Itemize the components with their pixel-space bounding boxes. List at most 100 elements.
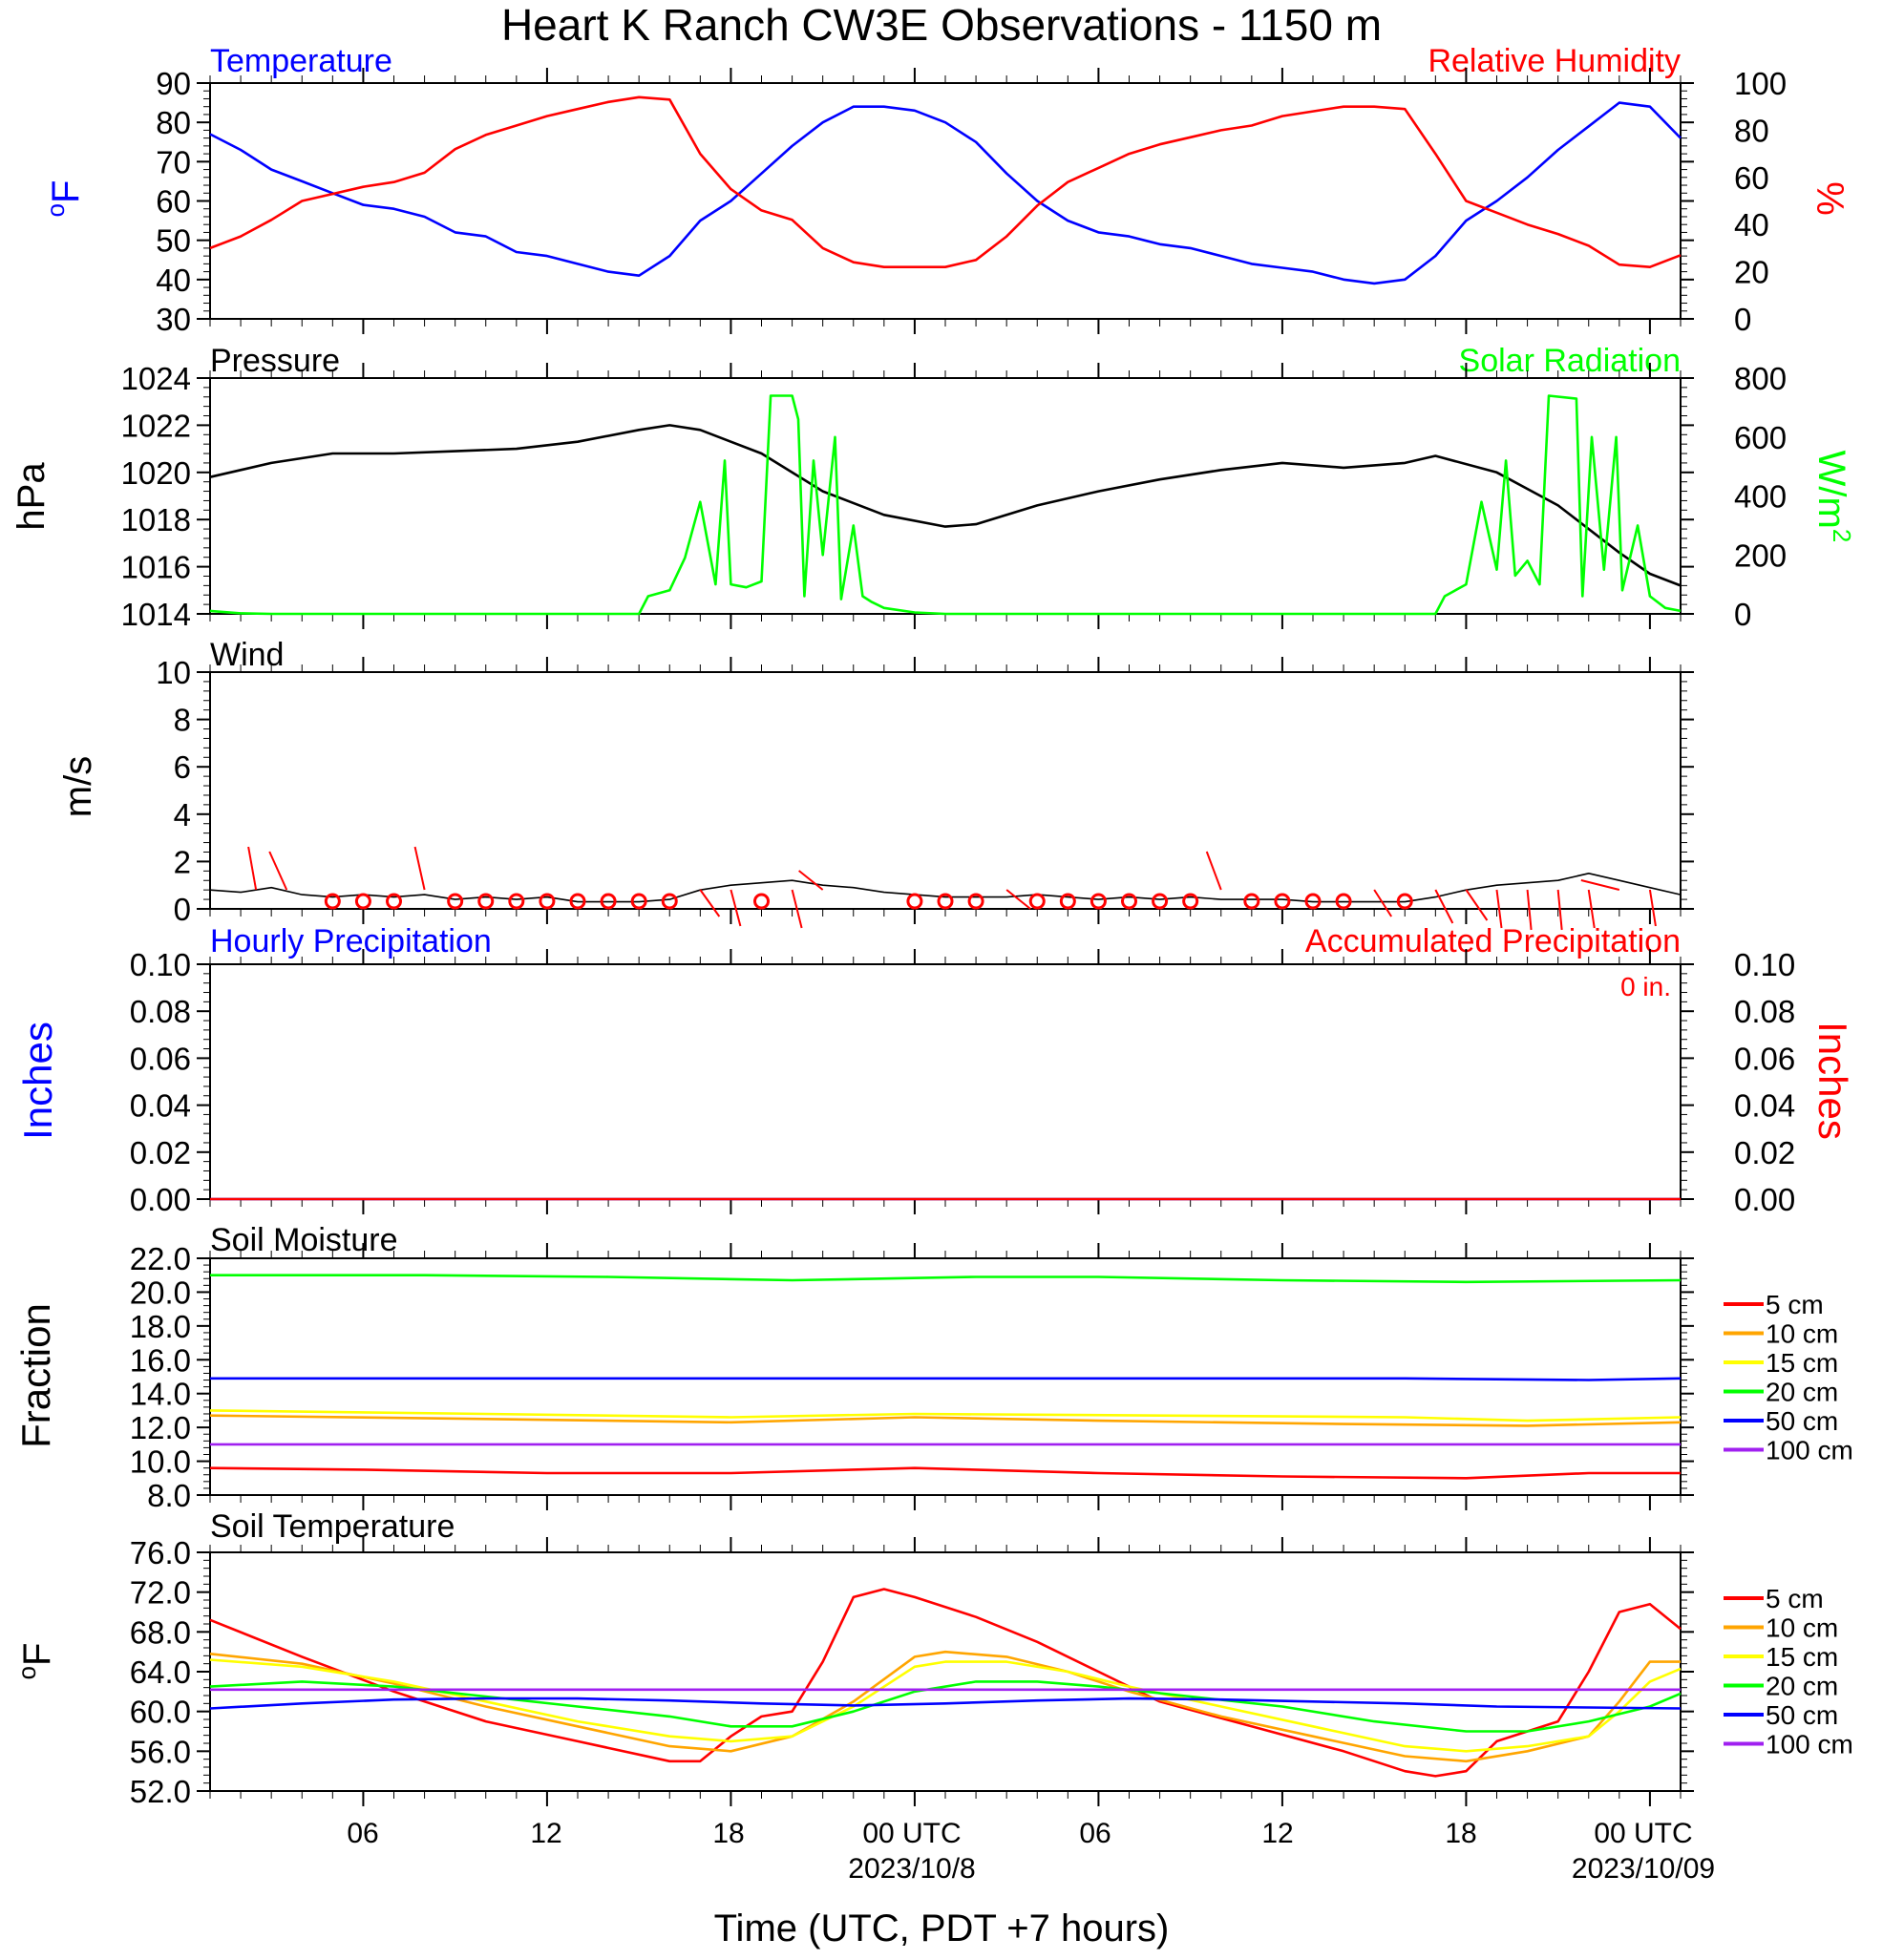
precip-right-unit: Inches bbox=[1810, 1022, 1855, 1140]
precip-right-tick-label: 0.06 bbox=[1734, 1041, 1795, 1076]
soil-moisture-unit: Fraction bbox=[13, 1303, 58, 1448]
wind-barb-calm bbox=[967, 893, 984, 910]
wind-barb bbox=[268, 851, 288, 891]
humidity-title: Relative Humidity bbox=[1428, 43, 1681, 79]
soil_moisture-series-2 bbox=[209, 1409, 1682, 1423]
wind-left-tick-label: 8 bbox=[174, 703, 191, 738]
temp_rh-left-tick-label: 30 bbox=[156, 302, 191, 337]
wind-barb-calm bbox=[539, 893, 556, 910]
soil-temp-title: Soil Temperature bbox=[210, 1508, 455, 1545]
temp_rh-right-tick-label: 0 bbox=[1734, 302, 1751, 337]
time-tick-06-a: 06 bbox=[347, 1818, 378, 1849]
time-tick-00-b: 00 UTC bbox=[1594, 1818, 1692, 1849]
soil_moisture-left-tick-label: 22.0 bbox=[130, 1241, 191, 1276]
pressure_solar-series-1 bbox=[209, 394, 1682, 616]
wind-barb-calm bbox=[477, 893, 495, 910]
date-label-2: 2023/10/09 bbox=[1572, 1853, 1715, 1885]
temperature-title: Temperature bbox=[210, 43, 392, 79]
soil_temp-legend-label: 100 cm bbox=[1766, 1730, 1853, 1760]
wind-barb bbox=[1556, 889, 1563, 931]
soil_moisture-legend-label: 10 cm bbox=[1766, 1319, 1838, 1349]
wind-barb-calm bbox=[753, 893, 770, 910]
soil_temp-series-1 bbox=[209, 1650, 1681, 1763]
pressure_solar-right-tick-label: 0 bbox=[1734, 597, 1751, 632]
precip-left-tick-label: 0.02 bbox=[130, 1135, 191, 1170]
wind-barb bbox=[247, 846, 258, 891]
soil_moisture-series-3 bbox=[210, 1274, 1682, 1284]
soil_temp-series-3 bbox=[209, 1680, 1682, 1733]
temp_rh-right-tick-label: 100 bbox=[1734, 66, 1787, 101]
soil_temp-left-tick-label: 64.0 bbox=[130, 1654, 191, 1690]
temp_rh-series-1 bbox=[209, 95, 1682, 268]
temp_rh-right-tick-label: 40 bbox=[1734, 207, 1769, 242]
wind-left-tick-label: 2 bbox=[174, 844, 191, 879]
soil_moisture-left-tick-label: 10.0 bbox=[130, 1444, 191, 1480]
precip-right-tick-label: 0.10 bbox=[1734, 947, 1795, 982]
accum-precip-title: Accumulated Precipitation bbox=[1305, 923, 1681, 959]
pressure_solar-right-tick-label: 600 bbox=[1734, 420, 1787, 455]
wind-barb bbox=[1434, 889, 1454, 924]
soil_moisture-frame bbox=[209, 1257, 1682, 1496]
temp_rh-left-tick-label: 40 bbox=[156, 263, 191, 298]
pressure_solar-left-tick-label: 1018 bbox=[121, 502, 191, 537]
wind-barb-calm bbox=[1396, 893, 1413, 910]
temp_rh-right-tick-label: 60 bbox=[1734, 160, 1769, 196]
wind-barb bbox=[699, 889, 721, 917]
hourly-precip-title: Hourly Precipitation bbox=[210, 923, 492, 959]
time-tick-00-a: 00 UTC bbox=[862, 1818, 961, 1849]
soil_temp-legend-label: 10 cm bbox=[1766, 1613, 1838, 1643]
temp_rh-series-0 bbox=[209, 101, 1682, 285]
wind-barb-calm bbox=[324, 893, 341, 910]
wind-barb bbox=[1465, 889, 1489, 921]
solar-unit-sup: 2 bbox=[1828, 529, 1856, 542]
precip-left-tick-label: 0.06 bbox=[130, 1041, 191, 1076]
temperature-unit: oF bbox=[41, 180, 87, 218]
temp_rh-left-tick-label: 50 bbox=[156, 223, 191, 259]
time-tick-18-b: 18 bbox=[1445, 1818, 1476, 1849]
wind-barb-calm bbox=[569, 893, 586, 910]
soil_temp-legend-label: 15 cm bbox=[1766, 1642, 1838, 1672]
soil-moisture-title: Soil Moisture bbox=[210, 1222, 398, 1258]
wind-barb bbox=[1373, 889, 1393, 917]
wind-left-tick-label: 4 bbox=[174, 797, 191, 832]
date-label-1: 2023/10/8 bbox=[848, 1853, 975, 1885]
soil_temp-left-tick-label: 76.0 bbox=[130, 1535, 191, 1570]
wind-barb-calm bbox=[1152, 893, 1169, 910]
wind-barb-calm bbox=[1243, 893, 1260, 910]
wind-left-tick-label: 10 bbox=[156, 655, 191, 690]
temp_rh-left-tick-label: 60 bbox=[156, 184, 191, 220]
wind-barb bbox=[1495, 889, 1503, 929]
precip-right-tick-label: 0.02 bbox=[1734, 1135, 1795, 1170]
wind-series-0 bbox=[209, 873, 1682, 903]
wind-left-tick-label: 0 bbox=[174, 892, 191, 927]
wind-barb bbox=[1587, 889, 1596, 929]
soil_temp-left-tick-label: 60.0 bbox=[130, 1695, 191, 1730]
wind-barb-calm bbox=[1182, 893, 1199, 910]
wind-left-tick-label: 6 bbox=[174, 749, 191, 785]
temp_rh-left-tick-label: 90 bbox=[156, 66, 191, 101]
soil_moisture-left-tick-label: 20.0 bbox=[130, 1275, 191, 1310]
wind-barb-calm bbox=[600, 893, 617, 910]
wind-barb bbox=[730, 889, 742, 927]
pressure_solar-frame bbox=[209, 377, 1682, 615]
soil_temp-series-0 bbox=[209, 1588, 1682, 1778]
precip-right-tick-label: 0.00 bbox=[1734, 1182, 1795, 1217]
wind-barb-calm bbox=[1090, 893, 1107, 910]
pressure_solar-left-tick-label: 1022 bbox=[121, 408, 191, 443]
soil_temp-series-2 bbox=[209, 1658, 1682, 1753]
plot-layer: 9080706050403010080604020010241022102010… bbox=[121, 66, 1853, 1809]
soil_temp-frame bbox=[209, 1551, 1682, 1792]
soil_moisture-legend-label: 15 cm bbox=[1766, 1348, 1838, 1378]
wind-barb bbox=[1205, 851, 1222, 891]
wind-barb-calm bbox=[630, 893, 647, 910]
wind-barb-calm bbox=[906, 893, 923, 910]
soil_moisture-legend-label: 20 cm bbox=[1766, 1378, 1838, 1407]
soil_temp-left-tick-label: 68.0 bbox=[130, 1614, 191, 1650]
pressure_solar-series-0 bbox=[209, 424, 1682, 587]
pressure_solar-right-tick-label: 400 bbox=[1734, 479, 1787, 515]
pressure_solar-left-tick-label: 1014 bbox=[121, 597, 191, 632]
soil_moisture-legend-label: 50 cm bbox=[1766, 1406, 1838, 1436]
precip-right-tick-label: 0.04 bbox=[1734, 1088, 1795, 1124]
soil_temp-left-tick-label: 56.0 bbox=[130, 1734, 191, 1769]
